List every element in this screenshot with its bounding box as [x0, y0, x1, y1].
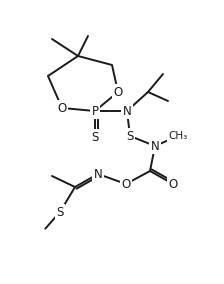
- Text: N: N: [123, 105, 131, 118]
- Text: CH₃: CH₃: [168, 131, 188, 141]
- Text: P: P: [91, 105, 99, 118]
- Text: O: O: [121, 178, 131, 191]
- Text: S: S: [91, 131, 99, 143]
- Text: N: N: [151, 139, 159, 153]
- Text: O: O: [168, 178, 178, 191]
- Text: N: N: [94, 168, 102, 181]
- Text: S: S: [126, 130, 134, 143]
- Text: S: S: [56, 206, 64, 218]
- Text: O: O: [113, 85, 123, 99]
- Text: O: O: [57, 101, 67, 114]
